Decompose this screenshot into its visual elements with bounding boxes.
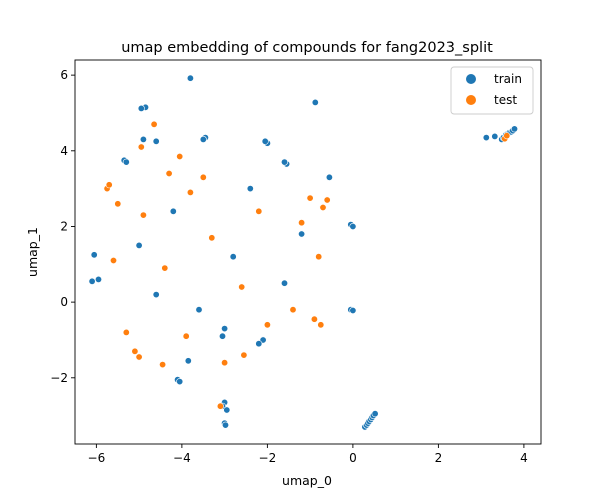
point-train-1 [311,98,319,106]
y-axis-label: umap_1 [25,227,40,277]
point-test-13 [131,347,139,355]
x-tick-label-4: 2 [435,451,443,465]
point-test-6 [323,196,331,204]
x-axis: −6 −4 −2 0 2 4 [88,444,528,465]
point-test-26 [182,332,190,340]
x-tick-label-1: −4 [173,451,191,465]
legend-label-train: train [494,72,522,86]
x-tick-label-2: −2 [259,451,277,465]
point-train-58 [152,291,160,299]
point-test-25 [122,328,130,336]
point-train-0 [186,74,194,82]
point-test-30 [165,170,173,178]
point-train-54 [229,253,237,261]
point-train-41 [371,410,379,418]
x-tick-label-5: 4 [520,451,528,465]
point-test-7 [319,204,327,212]
point-test-31 [114,200,122,208]
point-test-23 [139,211,147,219]
point-test-18 [255,207,263,215]
point-train-52 [135,241,143,249]
point-train-28 [184,357,192,365]
point-train-13 [280,158,288,166]
point-test-21 [208,234,216,242]
point-test-12 [135,353,143,361]
point-test-8 [216,402,224,410]
point-test-11 [159,361,167,369]
point-test-1 [137,143,145,151]
point-train-9 [261,137,269,145]
point-train-5 [152,137,160,145]
y-tick-label-4: 6 [60,68,68,82]
point-train-7 [199,135,207,143]
point-test-28 [298,219,306,227]
point-test-22 [289,306,297,314]
point-test-10 [240,351,248,359]
scatter-points [88,74,518,431]
point-train-33 [222,421,230,429]
point-test-29 [199,173,207,181]
legend-marker-train [466,74,476,84]
point-train-14 [325,173,333,181]
point-train-22 [221,325,229,333]
point-train-43 [491,132,499,140]
point-train-11 [122,158,130,166]
point-train-4 [139,135,147,143]
point-train-25 [255,340,263,348]
legend: train test [450,66,534,115]
x-axis-label: umap_0 [282,473,332,488]
point-test-5 [306,194,314,202]
point-train-17 [95,275,103,283]
point-test-0 [150,120,158,128]
y-tick-label-2: 2 [60,219,68,233]
point-train-19 [349,223,357,231]
x-tick-label-0: −6 [88,451,106,465]
legend-marker-test [466,95,476,105]
y-tick-label-3: 4 [60,144,68,158]
point-test-16 [317,321,325,329]
point-test-14 [315,253,323,261]
y-tick-label-0: −2 [50,371,68,385]
point-test-4 [176,153,184,161]
point-train-51 [510,125,518,133]
x-tick-label-3: 0 [349,451,357,465]
point-test-33 [503,132,511,140]
point-train-3 [137,104,145,112]
y-tick-label-1: 0 [60,295,68,309]
point-test-3 [105,181,113,189]
point-test-19 [161,264,169,272]
point-train-23 [219,332,227,340]
point-test-15 [310,315,318,323]
point-train-59 [298,230,306,238]
point-train-15 [90,251,98,259]
legend-label-test: test [494,93,517,107]
point-test-20 [238,283,246,291]
point-train-31 [223,406,231,414]
chart-title: umap embedding of compounds for fang2023… [121,40,493,56]
point-test-27 [263,321,271,329]
point-train-55 [280,279,288,287]
point-train-16 [88,277,96,285]
point-train-56 [195,306,203,314]
point-train-27 [176,378,184,386]
plot-area-frame [74,59,542,445]
point-train-57 [246,185,254,193]
y-axis: −2 0 2 4 6 [50,68,75,385]
point-train-21 [349,306,357,314]
point-train-42 [482,134,490,142]
point-test-24 [110,256,118,264]
point-test-9 [221,359,229,367]
point-train-53 [169,207,177,215]
point-test-17 [186,188,194,196]
